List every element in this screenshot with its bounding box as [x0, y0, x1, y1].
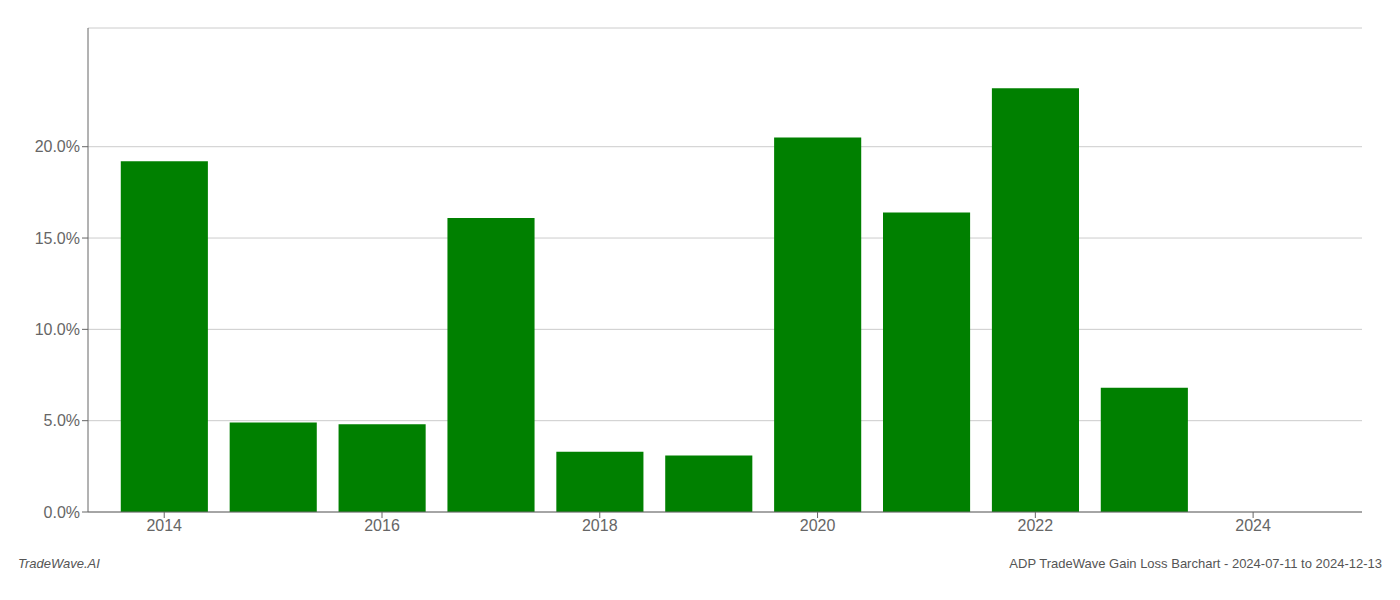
svg-text:2018: 2018 — [582, 517, 618, 534]
svg-text:0.0%: 0.0% — [44, 504, 80, 521]
svg-text:15.0%: 15.0% — [35, 230, 80, 247]
svg-text:10.0%: 10.0% — [35, 321, 80, 338]
svg-text:2024: 2024 — [1235, 517, 1271, 534]
svg-text:5.0%: 5.0% — [44, 412, 80, 429]
html-text:TradeWave.AI: TradeWave.AI — [18, 556, 100, 571]
svg-text:20.0%: 20.0% — [35, 138, 80, 155]
svg-text:2016: 2016 — [364, 517, 400, 534]
html-text:ADP TradeWave Gain Loss Barcha: ADP TradeWave Gain Loss Barchart - 2024-… — [1009, 556, 1382, 571]
svg-text:2020: 2020 — [800, 517, 836, 534]
svg-text:2022: 2022 — [1018, 517, 1054, 534]
svg-text:2014: 2014 — [146, 517, 182, 534]
